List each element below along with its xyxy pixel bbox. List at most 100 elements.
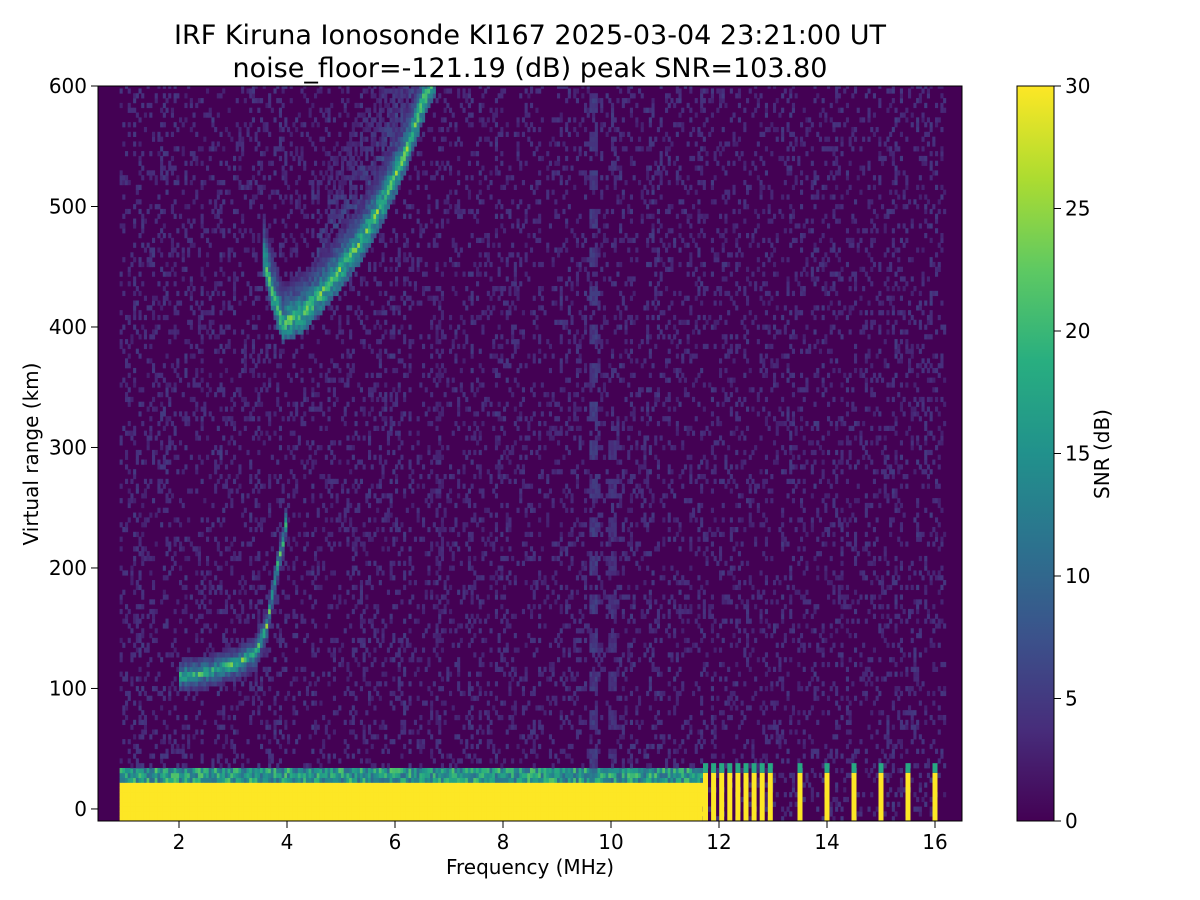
- heatmap-cell: [289, 334, 293, 340]
- heatmap-cell: [170, 420, 174, 427]
- heatmap-cell: [308, 367, 312, 374]
- heatmap-cell: [230, 604, 234, 610]
- heatmap-cell: [362, 796, 366, 803]
- heatmap-cell: [133, 777, 137, 783]
- heatmap-cell: [278, 324, 282, 330]
- heatmap-cell: [297, 806, 301, 812]
- heatmap-cell: [173, 334, 177, 340]
- heatmap-cell: [149, 151, 153, 157]
- heatmap-cell: [138, 734, 142, 740]
- heatmap-cell: [160, 811, 164, 817]
- heatmap-cell: [162, 763, 166, 769]
- heatmap-cell: [327, 276, 331, 282]
- heatmap-cell: [127, 271, 131, 277]
- heatmap-cell: [165, 507, 169, 513]
- heatmap-cell: [281, 527, 285, 533]
- heatmap-cell: [319, 801, 323, 807]
- heatmap-cell: [162, 464, 166, 470]
- heatmap-cell: [346, 498, 350, 504]
- heatmap-cell: [208, 671, 212, 677]
- heatmap-cell: [292, 488, 296, 494]
- heatmap-cell: [354, 551, 358, 557]
- heatmap-cell: [251, 247, 255, 253]
- heatmap-cell: [249, 811, 253, 817]
- heatmap-cell: [268, 175, 272, 181]
- heatmap-cell: [378, 122, 382, 128]
- heatmap-cell: [354, 208, 358, 215]
- heatmap-cell: [254, 671, 258, 677]
- heatmap-cell: [257, 787, 261, 793]
- heatmap-cell: [316, 252, 320, 258]
- heatmap-cell: [189, 324, 193, 330]
- heatmap-cell: [343, 261, 347, 268]
- heatmap-cell: [216, 478, 220, 485]
- heatmap-cell: [311, 401, 315, 407]
- heatmap-cell: [260, 801, 264, 807]
- heatmap-cell: [152, 811, 156, 817]
- heatmap-cell: [168, 806, 172, 812]
- heatmap-cell: [206, 228, 210, 234]
- heatmap-cell: [249, 88, 253, 94]
- heatmap-cell: [332, 276, 336, 282]
- heatmap-cell: [260, 286, 264, 292]
- heatmap-cell: [195, 300, 199, 306]
- heatmap-cell: [181, 502, 185, 509]
- heatmap-cell: [152, 584, 156, 591]
- heatmap-cell: [319, 772, 323, 779]
- heatmap-cell: [238, 131, 242, 138]
- heatmap-cell: [222, 252, 226, 258]
- heatmap-cell: [260, 160, 264, 166]
- heatmap-cell: [216, 796, 220, 803]
- heatmap-cell: [370, 816, 374, 821]
- heatmap-cell: [292, 695, 296, 701]
- heatmap-cell: [381, 517, 385, 523]
- heatmap-cell: [389, 801, 393, 807]
- heatmap-cell: [341, 179, 345, 186]
- heatmap-cell: [378, 498, 382, 504]
- heatmap-cell: [127, 801, 131, 807]
- heatmap-cell: [278, 319, 282, 325]
- heatmap-cell: [219, 329, 223, 335]
- heatmap-cell: [260, 165, 264, 171]
- heatmap-cell: [157, 483, 161, 489]
- heatmap-cell: [208, 796, 212, 803]
- heatmap-cell: [314, 782, 318, 788]
- heatmap-cell: [386, 816, 390, 821]
- heatmap-cell: [376, 98, 380, 104]
- heatmap-cell: [222, 517, 226, 523]
- heatmap-cell: [268, 739, 272, 745]
- heatmap-cell: [149, 801, 153, 807]
- heatmap-cell: [257, 772, 261, 779]
- heatmap-cell: [284, 792, 288, 798]
- heatmap-cell: [341, 242, 345, 248]
- heatmap-cell: [216, 777, 220, 783]
- heatmap-cell: [173, 247, 177, 253]
- heatmap-cell: [122, 792, 126, 798]
- heatmap-cell: [122, 811, 126, 817]
- heatmap-cell: [324, 252, 328, 258]
- heatmap-cell: [130, 801, 134, 807]
- heatmap-cell: [368, 796, 372, 803]
- heatmap-cell: [341, 228, 345, 234]
- heatmap-cell: [346, 589, 350, 595]
- heatmap-cell: [260, 527, 264, 533]
- heatmap-cell: [152, 729, 156, 735]
- heatmap-cell: [354, 233, 358, 239]
- heatmap-cell: [257, 623, 261, 629]
- heatmap-cell: [308, 469, 312, 475]
- heatmap-cell: [314, 700, 318, 706]
- heatmap-cell: [330, 772, 334, 779]
- heatmap-cell: [254, 252, 258, 258]
- heatmap-cell: [389, 131, 393, 138]
- heatmap-cell: [176, 93, 180, 99]
- heatmap-cell: [227, 792, 231, 798]
- heatmap-cell: [359, 223, 363, 229]
- heatmap-cell: [281, 165, 285, 171]
- heatmap-cell: [284, 657, 288, 663]
- heatmap-cell: [359, 459, 363, 465]
- heatmap-cell: [168, 165, 172, 171]
- heatmap-cell: [173, 560, 177, 566]
- heatmap-cell: [381, 748, 385, 754]
- heatmap-cell: [314, 276, 318, 282]
- heatmap-cell: [368, 213, 372, 219]
